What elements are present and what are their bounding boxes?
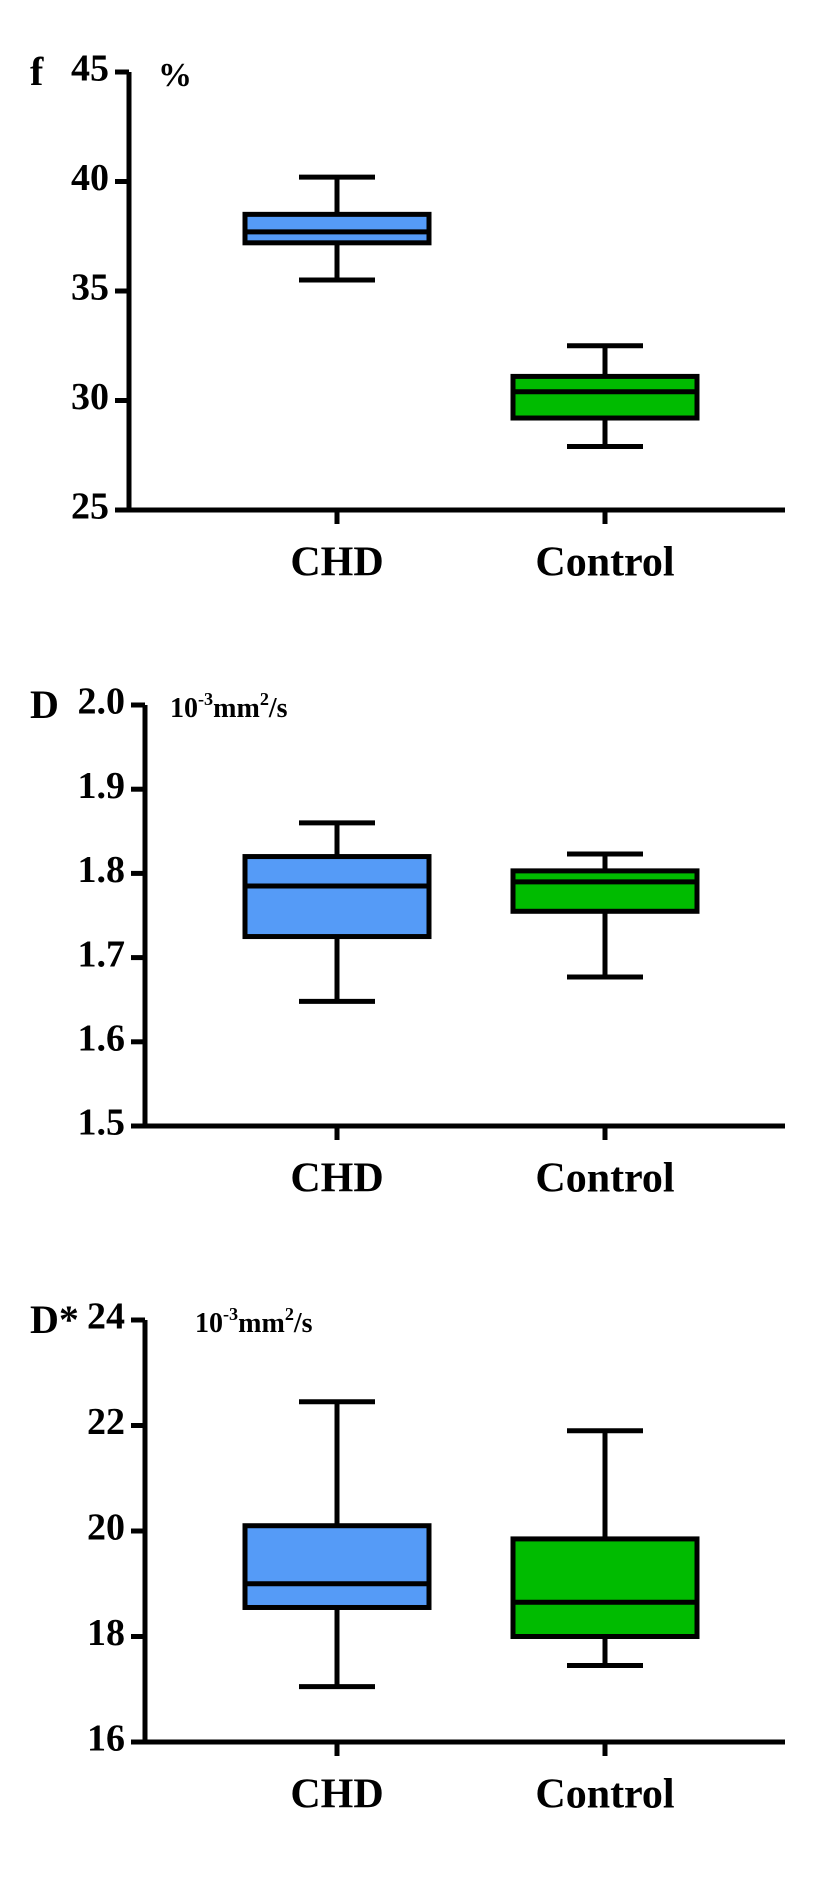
y-tick-label: 16	[87, 1718, 125, 1760]
y-tick-label: 1.5	[78, 1102, 126, 1144]
unit-part: %	[158, 57, 192, 94]
x-tick-label: CHD	[290, 1772, 383, 1818]
box	[242, 854, 432, 940]
y-tick-label: 35	[71, 267, 109, 309]
x-tick-label: CHD	[290, 1156, 383, 1202]
unit-part: -3	[198, 689, 213, 709]
y-tick-label: 30	[71, 376, 109, 418]
box	[242, 211, 432, 246]
x-tick-label: Control	[535, 1156, 674, 1202]
y-tick-label: 20	[87, 1507, 125, 1549]
y-tick-label: 18	[87, 1612, 125, 1654]
y-tick-label: 45	[71, 48, 109, 90]
unit-label: %	[158, 57, 192, 94]
unit-part: 10	[195, 1308, 223, 1339]
unit-part: 2	[260, 689, 269, 709]
unit-part: mm	[213, 693, 260, 724]
x-tick-label: Control	[535, 1772, 674, 1818]
panel-label: D*	[30, 1297, 79, 1342]
unit-label: 10-3mm2/s	[170, 689, 288, 724]
y-tick-label: 24	[87, 1296, 125, 1338]
y-tick-label: 1.7	[78, 933, 126, 975]
unit-part: 2	[285, 1304, 294, 1324]
unit-part: 10	[170, 693, 198, 724]
y-tick-label: 2.0	[78, 681, 126, 723]
unit-part: -3	[223, 1304, 238, 1324]
box	[510, 1536, 700, 1639]
y-tick-label: 1.6	[78, 1018, 126, 1060]
unit-part: /s	[268, 693, 288, 724]
unit-part: /s	[293, 1308, 313, 1339]
y-tick-label: 1.8	[78, 849, 126, 891]
box	[510, 373, 700, 421]
box	[242, 1523, 432, 1610]
y-tick-label: 25	[71, 486, 109, 528]
panel-label: f	[30, 49, 44, 94]
unit-label: 10-3mm2/s	[195, 1304, 313, 1339]
y-tick-label: 22	[87, 1401, 125, 1443]
unit-part: mm	[238, 1308, 285, 1339]
panel-label: D	[30, 682, 59, 727]
y-tick-label: 40	[71, 157, 109, 199]
x-tick-label: CHD	[290, 540, 383, 586]
y-tick-label: 1.9	[78, 765, 126, 807]
x-tick-label: Control	[535, 540, 674, 586]
box	[510, 868, 700, 914]
